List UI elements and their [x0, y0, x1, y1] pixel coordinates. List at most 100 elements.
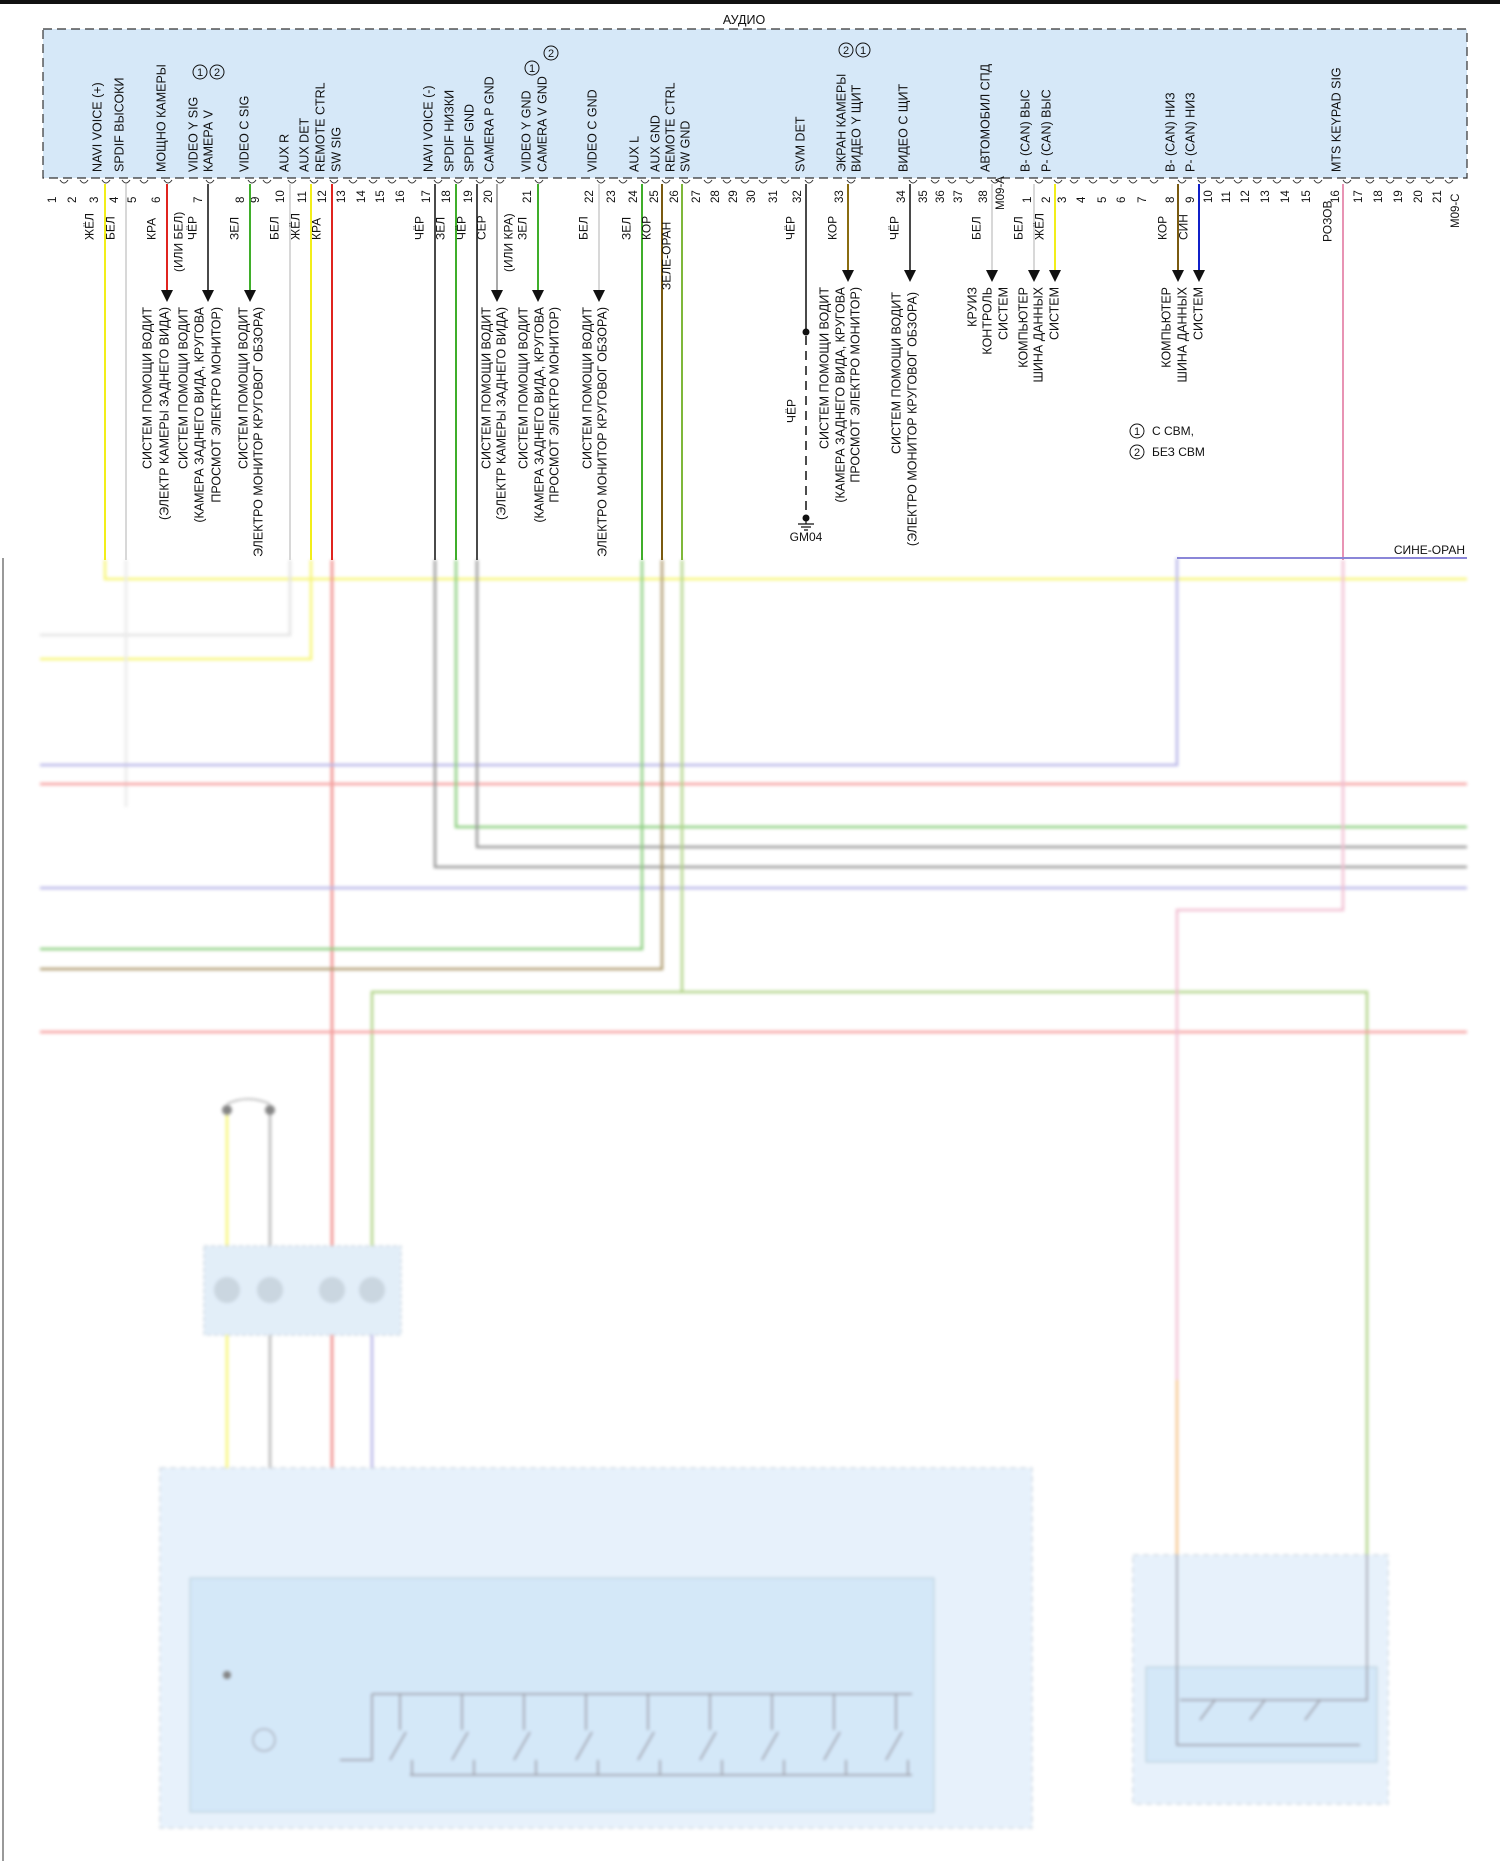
pin-terminal-icon [1109, 179, 1119, 184]
pin-terminal-icon [1342, 179, 1352, 184]
ground-icon [798, 518, 814, 531]
destination-label: СИСТЕМ ПОМОЩИ ВОДИТ [480, 307, 494, 469]
pin-terminal-icon [722, 179, 732, 184]
wire-color-label: СЕР [474, 215, 488, 240]
connector-id-m09c: M09-C [1450, 193, 1462, 228]
pin-terminal-icon [1425, 179, 1435, 184]
pin-number: 17 [1353, 190, 1365, 203]
pin-terminal-icon [780, 179, 790, 184]
circuit-wire [40, 558, 1179, 767]
pin-terminal-icon [79, 179, 89, 184]
wire-color-label: РОЗОВ [1320, 200, 1334, 242]
connector-terminal-icon [359, 1277, 385, 1303]
wire-color-label: КОР [639, 216, 653, 240]
wire-color-label: ЖЁЛ [82, 213, 96, 240]
destination-label: КОМПЬЮТЕР [1160, 287, 1174, 368]
switch-icon [389, 1694, 413, 1775]
signal-label: ВИДЕО Y ЩИТ [850, 84, 864, 172]
pin-number: 36 [935, 190, 947, 203]
destination-label: (КАМЕРА ЗАДНЕГО ВИДА, КРУГОВА [834, 286, 848, 502]
pin-terminal-icon [596, 179, 606, 184]
pin-number: 34 [896, 190, 908, 203]
twisted-pair-icon [226, 1098, 271, 1105]
wire-color-label: ЧЁР [454, 216, 468, 240]
connector-terminal-icon [257, 1277, 283, 1303]
signal-label: CAMERA V GND [536, 76, 550, 172]
pin-number: 9 [1185, 197, 1197, 203]
pin-terminal-icon [1197, 179, 1207, 184]
circuit-wire [40, 560, 292, 637]
option-mark-circle-icon [192, 64, 208, 80]
pin-terminal-icon [1272, 179, 1282, 184]
signal-label: AUX DET [298, 117, 312, 172]
pin-terminal-icon [1233, 179, 1243, 184]
destination-label: СИСТЕМ [1192, 287, 1206, 340]
signal-label: NAVI VOICE (+) [91, 82, 105, 172]
signal-label: CAMERA P GND [483, 76, 497, 172]
pin-terminal-icon [101, 179, 111, 184]
signal-label: B- (CAN) НИЗ [1164, 92, 1178, 172]
signal-label: АВТОМОБИЛ СПД [979, 63, 993, 172]
switch-icon [637, 1694, 661, 1775]
pin-number: 6 [1116, 197, 1128, 203]
destination-label: СИСТЕМ [1048, 287, 1062, 340]
pin-terminal-icon [965, 179, 975, 184]
arrow-down-icon [202, 290, 214, 302]
wire-color-label: ЗЕЛ [515, 217, 529, 240]
destination-label: (КАМЕРА ЗАДНЕГО ВИДА, КРУГОВА [533, 306, 547, 522]
connector-id-m09a: M09-A [995, 176, 1007, 210]
pin-terminal-icon [640, 179, 650, 184]
pin-terminal-icon [804, 179, 814, 184]
circuit-wire [454, 560, 1467, 829]
wire-color-label: БЕЛ [267, 216, 281, 240]
pin-number: 6 [151, 197, 163, 203]
wire-color-label: БЕЛ [576, 216, 590, 240]
pin-number: 2 [1041, 197, 1053, 203]
pin-number: 9 [250, 197, 262, 203]
signal-label: МОЩНО КАМЕРЫ [155, 64, 169, 172]
option-mark-circle-icon [838, 42, 854, 58]
destination-label: ЭЛЕКТРО МОНИТОР КРУГОВОГ ОБЗОРА) [252, 307, 266, 557]
switch-icon [761, 1694, 785, 1775]
pin-terminal-icon [908, 179, 918, 184]
pin-terminal-icon [618, 179, 628, 184]
pin-number: 2 [67, 197, 79, 203]
wire-color-label: ЗЕЛ [619, 217, 633, 240]
right-switch-icon [1176, 1555, 1368, 1746]
wire-color-label: ЖЁЛ [1032, 213, 1046, 240]
pin-terminal-icon [1069, 179, 1079, 184]
pin-number: 23 [606, 190, 618, 203]
pin-number: 3 [89, 197, 101, 203]
splice-dot [222, 1105, 232, 1115]
option-mark: 2 [843, 45, 849, 57]
arrow-down-icon [593, 290, 605, 302]
pin-number: 21 [522, 190, 534, 203]
destination-label: ШИНА ДАННЫХ [1176, 286, 1190, 382]
pin-terminal-icon [59, 179, 69, 184]
pin-number: 14 [1280, 190, 1292, 203]
wire-color-label: КРА [144, 218, 158, 240]
pin-number: 4 [109, 196, 121, 203]
destination-label: СИСТЕМ ПОМОЩИ ВОДИТ [581, 307, 595, 469]
ground-id: GM04 [790, 530, 823, 544]
wire-alt-color-label: (ИЛИ БЕЛ) [171, 212, 185, 272]
pin-number: 16 [1330, 190, 1342, 203]
pin-number: 12 [1240, 190, 1252, 203]
top-border [0, 0, 1500, 4]
pin-terminal-icon [1215, 179, 1225, 184]
switch-icon [575, 1694, 599, 1775]
pin-terminal-icon [846, 179, 856, 184]
destination-label: ПРОСМОТ ЭЛЕКТРО МОНИТОР) [210, 307, 224, 503]
destination-label: СИСТЕМ ПОМОЩИ ВОДИТ [818, 287, 832, 449]
option-mark-circle-icon [209, 64, 225, 80]
pin-terminal-icon [262, 179, 272, 184]
pin-number: 18 [441, 190, 453, 203]
wire-color-label: БЕЛ [1011, 216, 1025, 240]
destination-label: КРУИЗ [966, 287, 980, 327]
signal-label: SVM DET [794, 116, 808, 172]
ground-wire-color-label: ЧЁР [784, 399, 798, 423]
pin-terminal-icon [1149, 179, 1159, 184]
wire-color-label: КОР [1155, 216, 1169, 240]
arrow-down-icon [842, 270, 854, 282]
